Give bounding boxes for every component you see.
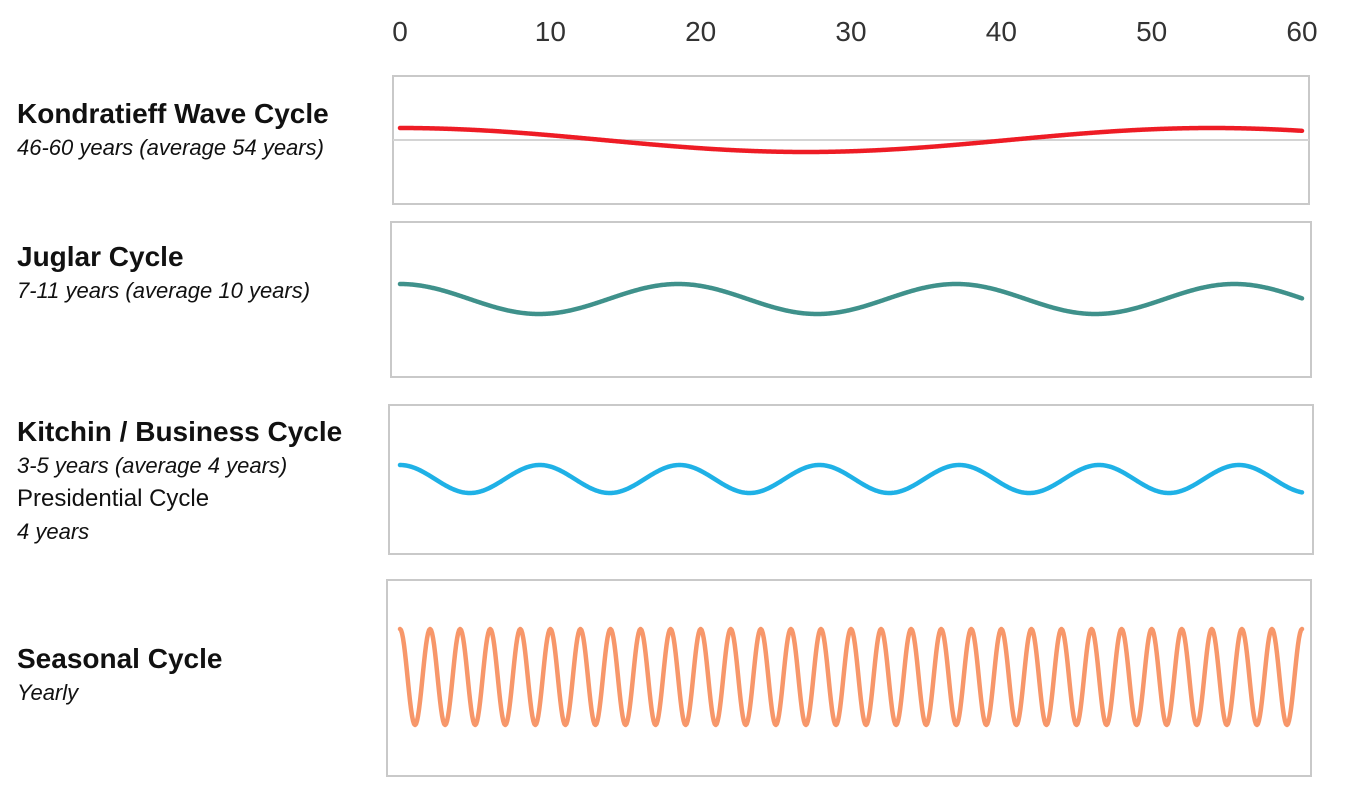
juglar-wave-line xyxy=(397,281,1305,317)
kondratieff-title: Kondratieff Wave Cycle xyxy=(17,98,329,129)
x-tick-label-50: 50 xyxy=(1136,16,1167,47)
kondratieff-panel xyxy=(392,75,1310,205)
presidential-label: Presidential Cycle xyxy=(17,485,210,512)
juglar-subtitle: 7-11 years (average 10 years) xyxy=(17,278,311,303)
kitchin-label-block: Kitchin / Business Cycle 3-5 years (aver… xyxy=(17,415,377,549)
seasonal-subtitle: Yearly xyxy=(17,680,79,705)
x-tick-label-60: 60 xyxy=(1286,16,1317,47)
juglar-title: Juglar Cycle xyxy=(17,241,184,272)
juglar-label-block: Juglar Cycle 7-11 years (average 10 year… xyxy=(17,240,377,308)
kitchin-title: Kitchin / Business Cycle xyxy=(17,416,343,447)
presidential-subtitle: 4 years xyxy=(17,519,90,544)
kondratieff-subtitle: 46-60 years (average 54 years) xyxy=(17,135,324,160)
x-tick-label-20: 20 xyxy=(685,16,716,47)
juglar-panel-frame xyxy=(390,221,1312,378)
x-tick-label-30: 30 xyxy=(835,16,866,47)
kitchin-wave-line xyxy=(397,462,1305,496)
kitchin-subtitle: 3-5 years (average 4 years) xyxy=(17,453,288,478)
x-tick-label-10: 10 xyxy=(535,16,566,47)
seasonal-label-block: Seasonal Cycle Yearly xyxy=(17,642,377,710)
seasonal-wave-line xyxy=(397,626,1305,728)
kitchin-panel xyxy=(388,404,1314,555)
seasonal-title: Seasonal Cycle xyxy=(17,643,223,674)
kondratieff-label-block: Kondratieff Wave Cycle 46-60 years (aver… xyxy=(17,97,377,165)
x-tick-label-40: 40 xyxy=(986,16,1017,47)
kondratieff-wave-line xyxy=(397,125,1305,155)
juglar-panel xyxy=(390,221,1312,378)
x-tick-label-0: 0 xyxy=(392,16,408,47)
seasonal-panel xyxy=(386,579,1312,777)
